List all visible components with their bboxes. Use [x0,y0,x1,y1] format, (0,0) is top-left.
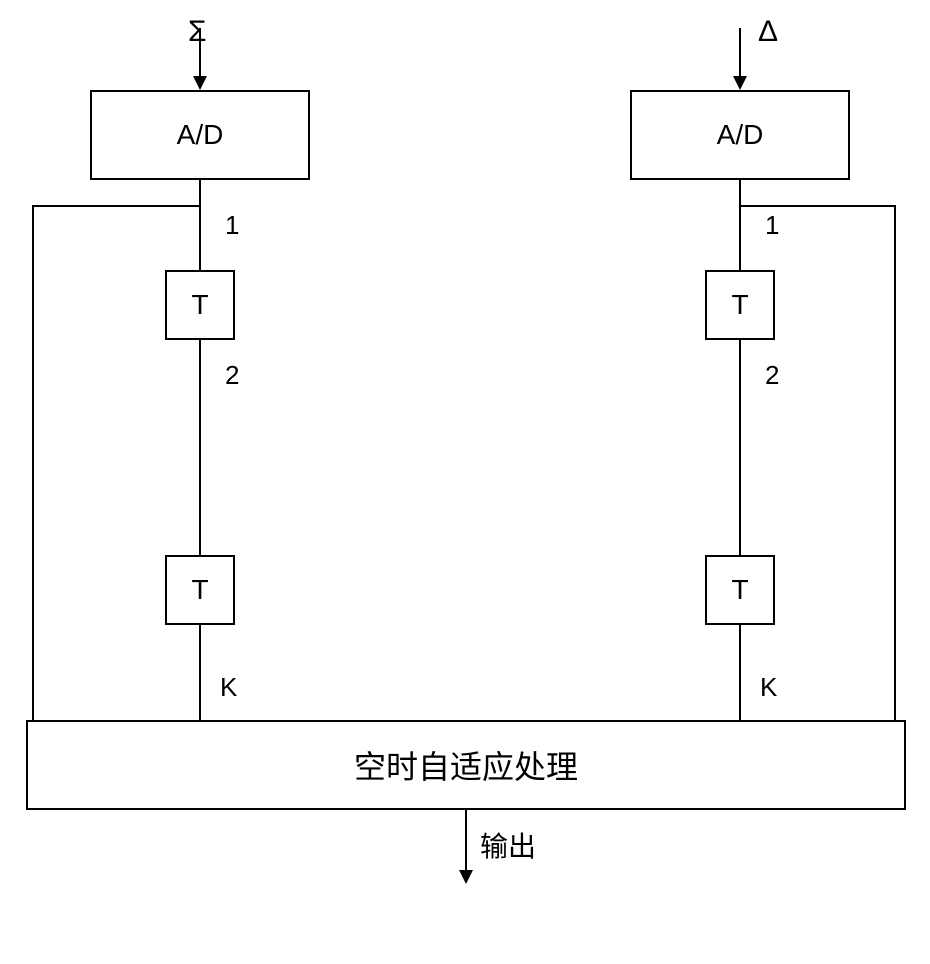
line-sigma-in [199,28,201,76]
ad-block-right-label: A/D [717,119,764,151]
line-left-ad-to-t1 [199,180,201,270]
t-block-right-1: T [705,270,775,340]
line-right-tap1-v [894,205,896,720]
t-block-right-2-label: T [731,574,748,606]
ad-block-right: A/D [630,90,850,180]
ad-block-left: A/D [90,90,310,180]
line-right-ad-to-t1 [739,180,741,270]
t-block-left-1: T [165,270,235,340]
t-block-left-1-label: T [191,289,208,321]
tap1-left-label: 1 [225,210,239,241]
tapK-right-label: K [760,672,777,703]
t-block-left-2-label: T [191,574,208,606]
line-left-tap1-v [32,205,34,720]
output-label: 输出 [480,825,536,865]
input-delta-label: Δ [758,15,778,49]
ad-block-left-label: A/D [177,119,224,151]
t-block-right-1-label: T [731,289,748,321]
processor-block: 空时自适应处理 [26,720,906,810]
arrow-sigma-in [193,76,207,90]
block-diagram: Σ A/D 1 T 2 T K Δ A/D 1 T 2 T K 空时自适应处理 [0,0,930,964]
line-left-tap1-h [32,205,201,207]
t-block-right-2: T [705,555,775,625]
tap2-right-label: 2 [765,360,779,391]
processor-block-label: 空时自适应处理 [354,742,578,788]
tapK-left-label: K [220,672,237,703]
tap2-left-label: 2 [225,360,239,391]
line-right-tap1-h [741,205,896,207]
line-output [465,810,467,870]
t-block-left-2: T [165,555,235,625]
arrow-output [459,870,473,884]
input-sigma-label: Σ [188,15,207,49]
line-right-t2-to-proc [739,625,741,720]
line-left-t1-to-t2 [199,340,201,555]
tap1-right-label: 1 [765,210,779,241]
line-right-t1-to-t2 [739,340,741,555]
line-delta-in [739,28,741,76]
line-left-t2-to-proc [199,625,201,720]
arrow-delta-in [733,76,747,90]
